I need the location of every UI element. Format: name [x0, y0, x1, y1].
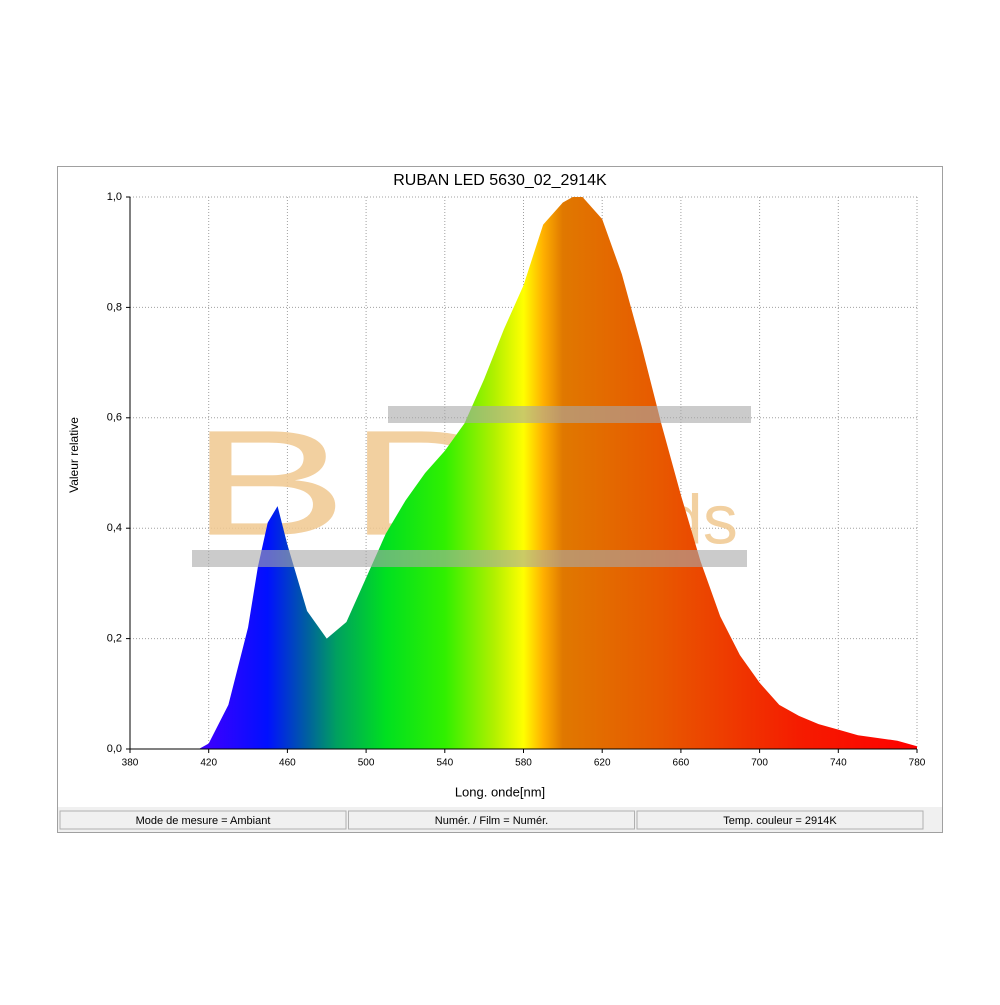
y-tick-label: 0,0: [107, 743, 122, 755]
x-tick-label: 460: [279, 758, 296, 769]
status-bar: Mode de mesure = Ambiant Numér. / Film = …: [58, 807, 942, 832]
y-axis-label: Valeur relative: [67, 417, 81, 493]
x-tick-label: 500: [358, 758, 375, 769]
x-tick-label: 420: [200, 758, 217, 769]
y-tick-label: 0,2: [107, 633, 122, 645]
status-text: Mode de mesure = Ambiant: [136, 815, 271, 827]
watermark-bar: [192, 550, 747, 567]
x-tick-label: 580: [515, 758, 532, 769]
x-tick-label: 380: [122, 758, 139, 769]
watermark-bar: [388, 406, 751, 423]
spectrum-area: [130, 197, 917, 749]
chart-title: RUBAN LED 5630_02_2914K: [393, 172, 607, 189]
y-tick-label: 0,8: [107, 301, 122, 313]
y-tick-label: 0,6: [107, 412, 122, 424]
x-tick-label: 620: [594, 758, 611, 769]
status-text: Numér. / Film = Numér.: [435, 815, 548, 827]
y-tick-label: 1,0: [107, 191, 122, 203]
x-tick-label: 660: [673, 758, 690, 769]
x-tick-label: 540: [436, 758, 453, 769]
y-tick-label: 0,4: [107, 522, 122, 534]
x-tick-label: 740: [830, 758, 847, 769]
status-panel: [59, 810, 347, 830]
x-axis-label: Long. onde[nm]: [455, 784, 545, 799]
status-panel: [636, 810, 924, 830]
x-tick-label: 780: [909, 758, 926, 769]
x-tick-label: 700: [751, 758, 768, 769]
status-text: Temp. couleur = 2914K: [723, 815, 837, 827]
status-panel: [348, 810, 635, 830]
